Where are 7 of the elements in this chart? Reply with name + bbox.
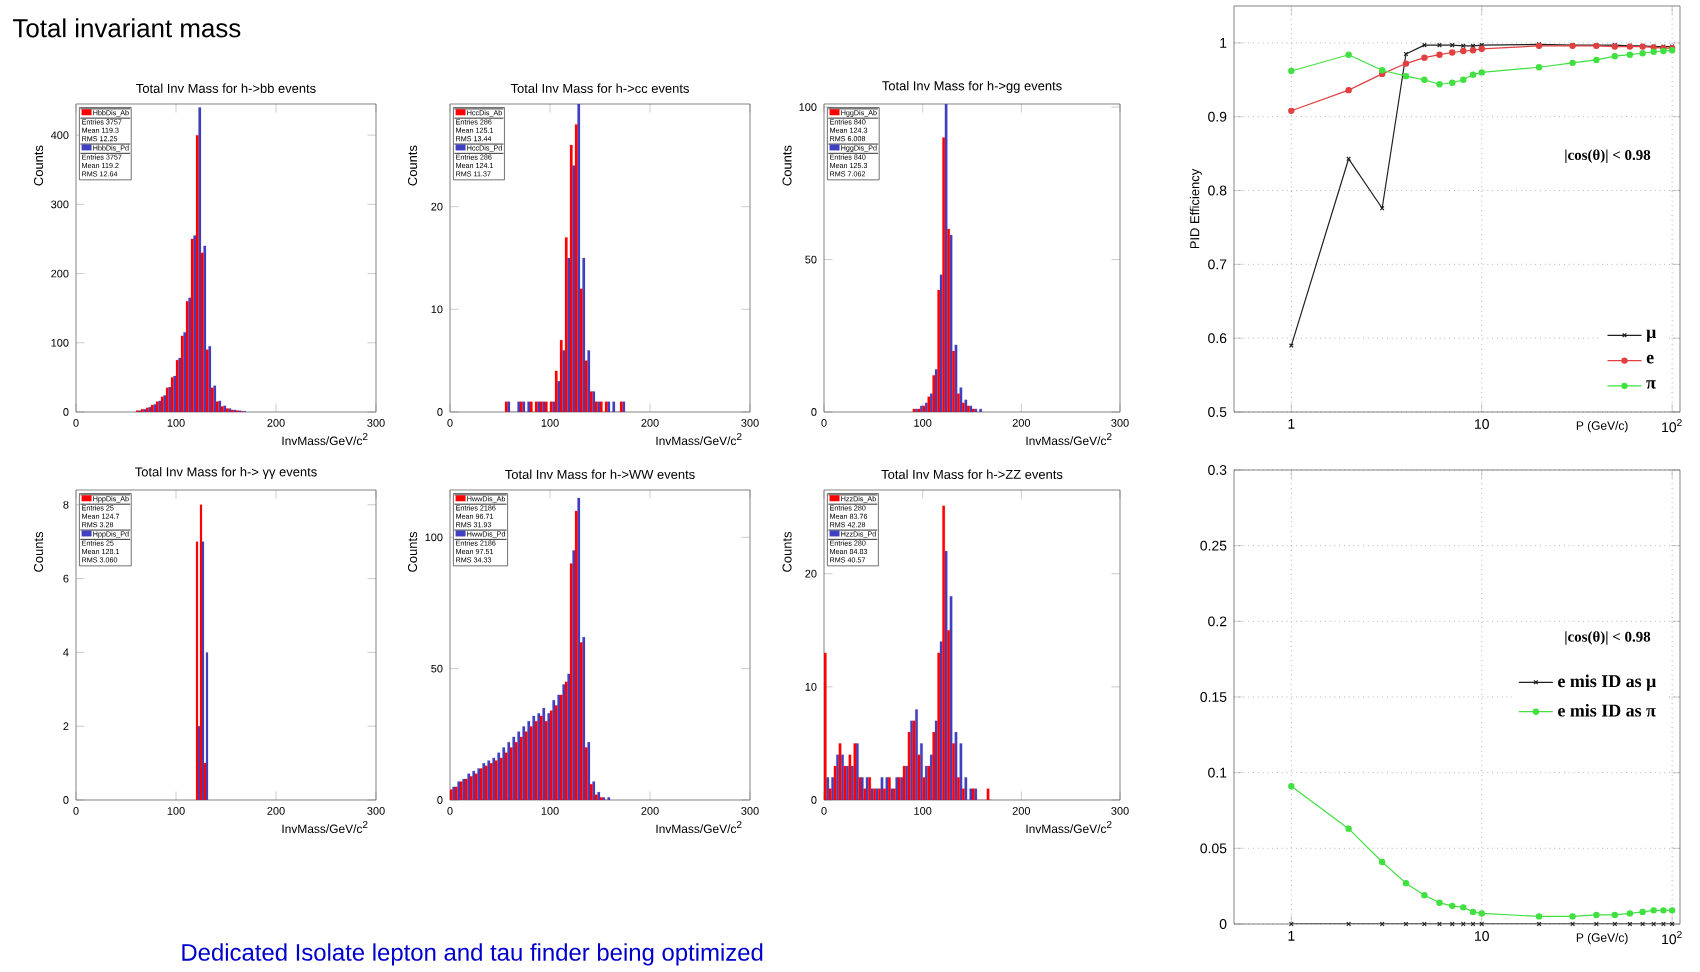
legend-label: e <box>1646 354 1654 364</box>
legend-label: π <box>1646 380 1656 389</box>
legend-label: μ <box>1646 329 1657 342</box>
legend-label: e mis ID as π <box>1558 703 1656 717</box>
text: Total invariant mass <box>12 18 241 38</box>
text: Dedicated Isolate lepton and tau finder being optimized <box>182 943 763 966</box>
legend-label: e mis ID as μ <box>1558 674 1657 691</box>
